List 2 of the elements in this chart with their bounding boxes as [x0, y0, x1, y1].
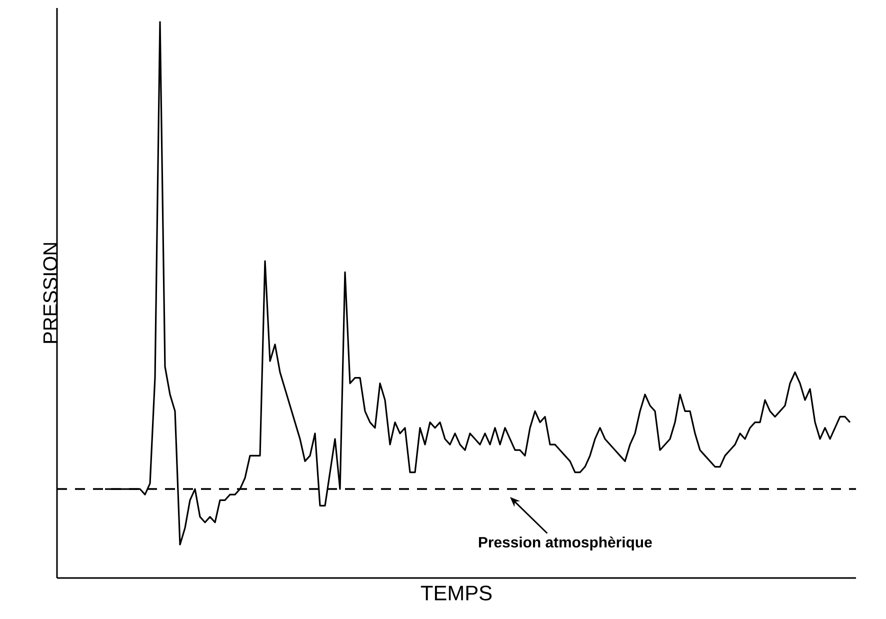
legend-label: Pression atmosphèrique: [478, 536, 652, 551]
x-axis-title: TEMPS: [420, 586, 492, 600]
